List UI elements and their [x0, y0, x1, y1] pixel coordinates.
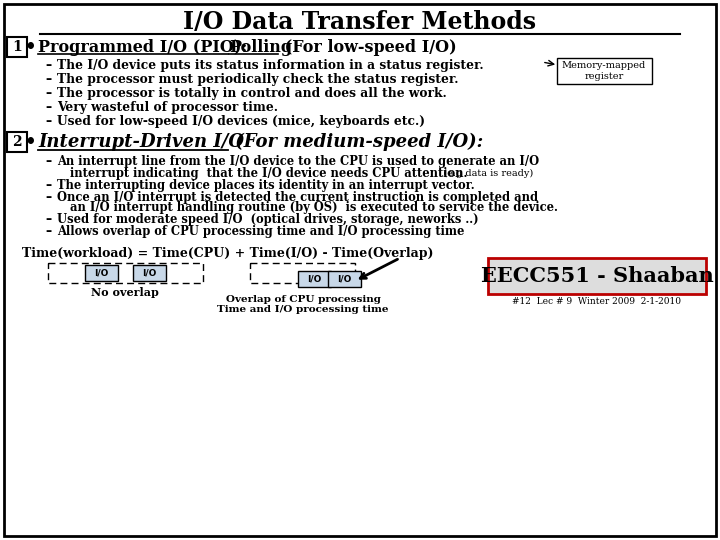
- Bar: [7, 132, 27, 152]
- Text: –: –: [45, 156, 51, 168]
- Text: –: –: [45, 58, 51, 71]
- Text: Used for moderate speed I/O  (optical drives, storage, neworks ..): Used for moderate speed I/O (optical dri…: [57, 213, 479, 226]
- Text: Time(workload) = Time(CPU) + Time(I/O) - Time(Overlap): Time(workload) = Time(CPU) + Time(I/O) -…: [22, 246, 433, 260]
- Text: The processor must periodically check the status register.: The processor must periodically check th…: [57, 72, 459, 85]
- Text: •: •: [24, 133, 36, 151]
- Text: (For low-speed I/O): (For low-speed I/O): [279, 38, 456, 56]
- Bar: [488, 258, 706, 294]
- Text: Time and I/O processing time: Time and I/O processing time: [217, 305, 389, 314]
- Bar: [133, 265, 166, 281]
- Bar: [557, 58, 652, 84]
- Bar: [7, 37, 27, 57]
- Text: Memory-mapped
register: Memory-mapped register: [562, 62, 646, 80]
- Text: (e.g data is ready): (e.g data is ready): [437, 168, 534, 178]
- Text: The processor is totally in control and does all the work.: The processor is totally in control and …: [57, 86, 446, 99]
- Text: –: –: [45, 191, 51, 204]
- Text: Polling: Polling: [229, 38, 292, 56]
- Text: Allows overlap of CPU processing time and I/O processing time: Allows overlap of CPU processing time an…: [57, 225, 464, 238]
- Text: I/O: I/O: [337, 274, 351, 284]
- Text: I/O: I/O: [94, 268, 108, 278]
- Text: Once an I/O interrupt is detected the current instruction is completed and: Once an I/O interrupt is detected the cu…: [57, 191, 538, 204]
- Text: I/O Data Transfer Methods: I/O Data Transfer Methods: [184, 10, 536, 34]
- Text: •: •: [24, 38, 36, 56]
- Text: interrupt indicating  that the I/O device needs CPU attention.: interrupt indicating that the I/O device…: [70, 166, 467, 179]
- Text: –: –: [45, 72, 51, 85]
- Text: Interrupt-Driven I/O: Interrupt-Driven I/O: [38, 133, 244, 151]
- Text: –: –: [45, 179, 51, 192]
- Text: –: –: [45, 86, 51, 99]
- Bar: [250, 263, 355, 283]
- Text: Overlap of CPU processing: Overlap of CPU processing: [225, 295, 380, 305]
- Text: an I/O interrupt handling routine (by OS)  is executed to service the device.: an I/O interrupt handling routine (by OS…: [70, 201, 558, 214]
- Text: 2: 2: [12, 135, 22, 149]
- Text: No overlap: No overlap: [91, 287, 159, 298]
- Text: –: –: [45, 100, 51, 113]
- Text: I/O: I/O: [142, 268, 156, 278]
- Text: The interrupting device places its identity in an interrupt vector.: The interrupting device places its ident…: [57, 179, 474, 192]
- Text: The I/O device puts its status information in a status register.: The I/O device puts its status informati…: [57, 58, 484, 71]
- Bar: [298, 271, 331, 287]
- Text: Very wasteful of processor time.: Very wasteful of processor time.: [57, 100, 278, 113]
- Bar: [328, 271, 361, 287]
- Text: –: –: [45, 213, 51, 226]
- Text: Programmed I/O (PIO):: Programmed I/O (PIO):: [38, 38, 258, 56]
- Text: –: –: [45, 114, 51, 127]
- Text: EECC551 - Shaaban: EECC551 - Shaaban: [481, 266, 714, 286]
- Bar: [48, 263, 203, 283]
- Text: An interrupt line from the I/O device to the CPU is used to generate an I/O: An interrupt line from the I/O device to…: [57, 156, 539, 168]
- Text: I/O: I/O: [307, 274, 321, 284]
- Bar: [85, 265, 118, 281]
- Text: –: –: [45, 225, 51, 238]
- Text: 1: 1: [12, 40, 22, 54]
- Text: Used for low-speed I/O devices (mice, keyboards etc.): Used for low-speed I/O devices (mice, ke…: [57, 114, 425, 127]
- Text: #12  Lec # 9  Winter 2009  2-1-2010: #12 Lec # 9 Winter 2009 2-1-2010: [513, 298, 682, 307]
- Text: (For medium-speed I/O):: (For medium-speed I/O):: [229, 133, 483, 151]
